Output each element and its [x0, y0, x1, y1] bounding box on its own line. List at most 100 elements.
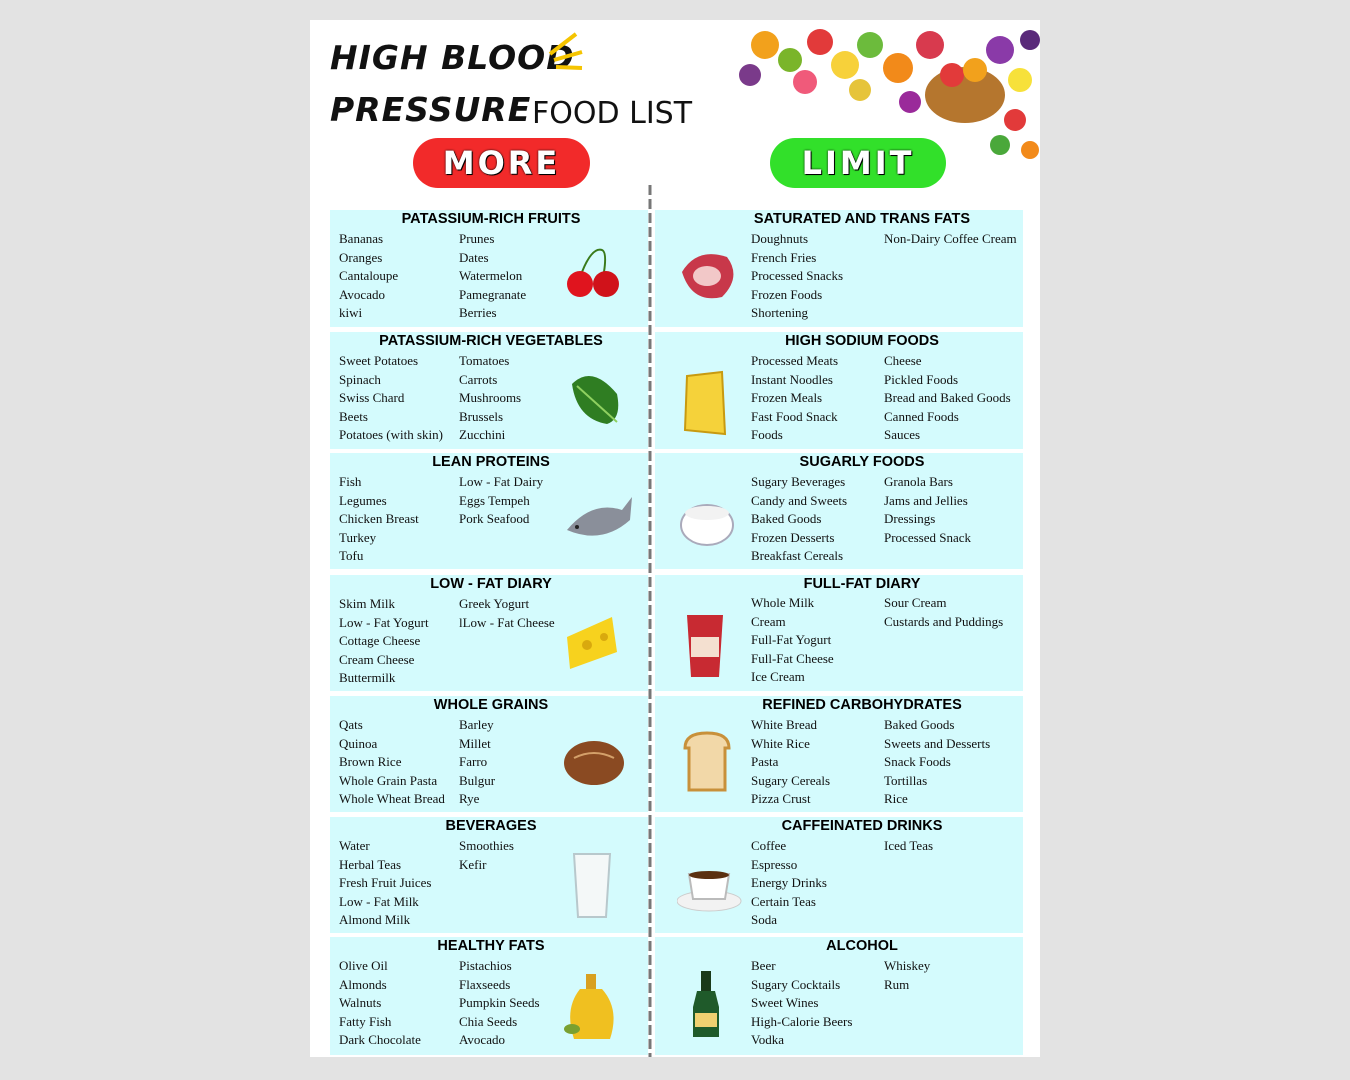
food-item: Sweets and Desserts — [884, 735, 991, 751]
food-item: Certain Teas — [751, 893, 816, 909]
food-item: Pasta — [751, 754, 779, 769]
food-item: Frozen Meals — [751, 390, 823, 405]
food-section: ALCOHOL Beer Sugary Cocktails Sweet Wines Hi… — [655, 937, 1023, 1055]
food-item: Espresso — [751, 856, 798, 872]
food-icon — [677, 871, 742, 912]
food-item: Zucchini — [459, 427, 506, 442]
food-item: Rye — [459, 791, 480, 806]
food-item: Whiskey — [884, 958, 931, 973]
food-item: Buttermilk — [339, 670, 396, 685]
sheet: HIGH BLOOD PRESSURE FOOD LIST MORE LIMIT… — [310, 20, 1040, 1057]
food-item: Low - Fat Yogurt — [339, 614, 429, 630]
food-icon — [567, 617, 617, 669]
food-item: Flaxseeds — [459, 976, 511, 992]
food-item: Brussels — [459, 408, 504, 424]
food-item: Qats — [339, 717, 363, 732]
title-accent — [548, 32, 583, 70]
food-section: SATURATED AND TRANS FATS Doughnuts French … — [655, 210, 1023, 327]
food-item: Granola Bars — [884, 474, 953, 489]
food-item: Watermelon — [459, 268, 523, 283]
food-item: Tomatoes — [459, 353, 510, 368]
food-icon — [680, 504, 734, 546]
food-item: Sugary Beverages — [751, 474, 846, 489]
food-item: Low - Fat Dairy — [459, 474, 544, 489]
food-item: Whole Wheat Bread — [339, 791, 445, 806]
food-item: Rice — [884, 791, 908, 806]
food-item: Cream Cheese — [339, 651, 415, 667]
food-item: Sweet Wines — [751, 995, 819, 1010]
food-item: Skim Milk — [339, 596, 395, 611]
food-item: Cantaloupe — [339, 268, 399, 283]
food-item: Cottage Cheese — [339, 633, 421, 648]
food-item: Greek Yogurt — [459, 596, 530, 611]
food-item: Almond Milk — [339, 912, 411, 927]
food-item: Frozen Desserts — [751, 529, 835, 545]
food-item: Pickled Foods — [884, 371, 959, 387]
food-item: White Bread — [751, 717, 818, 732]
more-button: MORE — [413, 138, 590, 188]
food-item: Olive Oil — [339, 958, 388, 973]
food-section: FULL-FAT DIARY Whole Milk Cream Full-Fat Yo… — [655, 575, 1023, 691]
food-item: Fatty Fish — [339, 1013, 392, 1029]
food-item: Whole Milk — [751, 595, 815, 610]
food-item: Fresh Fruit Juices — [339, 875, 432, 890]
food-item: Sugary Cereals — [751, 772, 831, 788]
food-icon — [567, 248, 619, 297]
section-title: FULL-FAT DIARY — [803, 576, 921, 592]
food-item: Custards and Puddings — [884, 613, 1004, 629]
food-item: Water — [339, 838, 370, 853]
food-item: Pamegranate — [459, 286, 527, 302]
food-section: HIGH SODIUM FOODS Processed Meats Instant … — [655, 332, 1023, 449]
food-item: Candy and Sweets — [751, 492, 848, 508]
section-title: SUGARLY FOODS — [799, 454, 925, 470]
food-item: Beets — [339, 408, 368, 424]
food-item: Pumpkin Seeds — [459, 995, 540, 1010]
food-item: Soda — [751, 912, 777, 927]
food-item: Sour Cream — [884, 595, 947, 610]
fruit-decoration — [739, 29, 1040, 159]
section-title: CAFFEINATED DRINKS — [781, 818, 943, 834]
food-icon — [687, 615, 723, 677]
food-item: Beer — [751, 958, 776, 973]
limit-button: LIMIT — [770, 138, 946, 188]
food-item: Kefir — [459, 856, 487, 872]
food-item: Sauces — [884, 427, 921, 442]
section-title: BEVERAGES — [445, 818, 537, 834]
food-section: LOW - FAT DIARY Skim Milk Low - Fat Yogurt… — [330, 575, 648, 691]
food-item: Bulgur — [459, 772, 496, 788]
section-title: LEAN PROTEINS — [432, 454, 550, 470]
food-item: Pizza Crust — [751, 791, 811, 806]
food-item: Cream — [751, 613, 786, 629]
food-item: Brown Rice — [339, 754, 402, 769]
food-item: Turkey — [339, 529, 377, 545]
food-item: Sugary Cocktails — [751, 976, 841, 992]
food-section: LEAN PROTEINS Fish Legumes Chicken Breast Tu… — [330, 453, 648, 569]
food-item: Non-Dairy Coffee Cream — [884, 231, 1017, 246]
food-item: Full-Fat Cheese — [751, 650, 834, 666]
section-title: REFINED CARBOHYDRATES — [762, 697, 962, 713]
food-item: Doughnuts — [751, 231, 809, 246]
food-item: Spinach — [339, 371, 381, 387]
food-item: French Fries — [751, 249, 817, 265]
food-item: Fast Food Snack — [751, 408, 838, 424]
food-item: Barley — [459, 717, 494, 732]
divider — [648, 185, 652, 1057]
food-item: Tofu — [339, 548, 364, 563]
food-item: Energy Drinks — [751, 875, 827, 890]
food-item: Walnuts — [339, 995, 382, 1010]
food-item: Vodka — [751, 1032, 784, 1047]
food-item: Snack Foods — [884, 754, 951, 769]
food-icon — [567, 497, 632, 536]
food-section: SUGARLY FOODS Sugary Beverages Candy and S… — [655, 453, 1023, 569]
section-title: SATURATED AND TRANS FATS — [753, 211, 971, 227]
food-item: Dark Chocolate — [339, 1032, 421, 1047]
food-item: Mushrooms — [459, 390, 522, 405]
food-item: Potatoes (with skin) — [339, 427, 443, 442]
food-icon — [572, 376, 619, 424]
food-icon — [682, 254, 734, 299]
food-item: Carrots — [459, 371, 498, 387]
food-item: Canned Foods — [884, 408, 959, 424]
food-item: Smoothies — [459, 838, 514, 853]
section-title: LOW - FAT DIARY — [430, 576, 552, 592]
